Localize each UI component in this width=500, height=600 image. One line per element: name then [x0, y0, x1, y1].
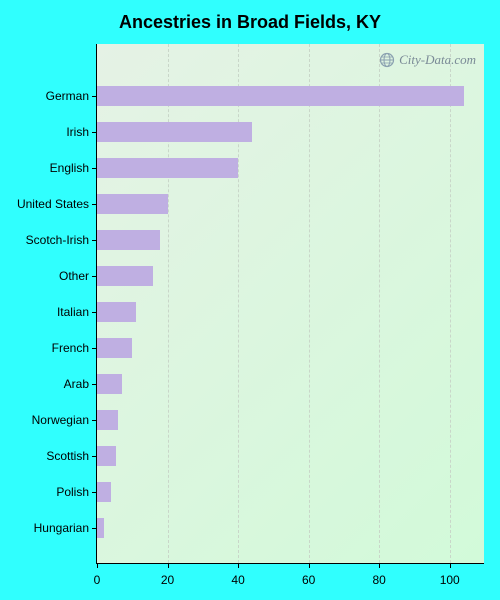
y-axis-label: English — [50, 161, 97, 175]
bar — [97, 194, 168, 214]
bar — [97, 122, 252, 142]
y-axis-label: Scottish — [46, 449, 97, 463]
bar — [97, 482, 111, 502]
y-axis-label: German — [46, 89, 97, 103]
bar — [97, 266, 153, 286]
bar — [97, 158, 238, 178]
bar — [97, 410, 118, 430]
y-axis-label: Hungarian — [34, 521, 97, 535]
y-axis-label: Polish — [56, 485, 97, 499]
bar — [97, 338, 132, 358]
gridline — [450, 44, 451, 563]
bar — [97, 518, 104, 538]
x-axis-label: 40 — [231, 563, 244, 587]
watermark-text: City-Data.com — [399, 52, 476, 68]
y-axis-label: French — [52, 341, 97, 355]
x-axis-label: 100 — [440, 563, 460, 587]
watermark: City-Data.com — [379, 52, 476, 68]
y-axis-label: Other — [59, 269, 97, 283]
gridline — [379, 44, 380, 563]
x-axis-label: 20 — [161, 563, 174, 587]
chart-container: Ancestries in Broad Fields, KY City-Data… — [0, 0, 500, 600]
chart-title: Ancestries in Broad Fields, KY — [0, 12, 500, 33]
y-axis-label: Irish — [66, 125, 97, 139]
globe-icon — [379, 52, 395, 68]
bar — [97, 446, 116, 466]
x-axis-label: 80 — [372, 563, 385, 587]
y-axis-label: Italian — [57, 305, 97, 319]
x-axis-label: 0 — [94, 563, 101, 587]
y-axis-label: Scotch-Irish — [26, 233, 97, 247]
bar — [97, 86, 464, 106]
y-axis-label: Arab — [64, 377, 97, 391]
y-axis-label: United States — [17, 197, 97, 211]
plot-area: City-Data.com 020406080100GermanIrishEng… — [96, 44, 484, 564]
gridline — [309, 44, 310, 563]
x-axis-label: 60 — [302, 563, 315, 587]
bar — [97, 230, 160, 250]
y-axis-label: Norwegian — [32, 413, 97, 427]
bar — [97, 374, 122, 394]
bar — [97, 302, 136, 322]
